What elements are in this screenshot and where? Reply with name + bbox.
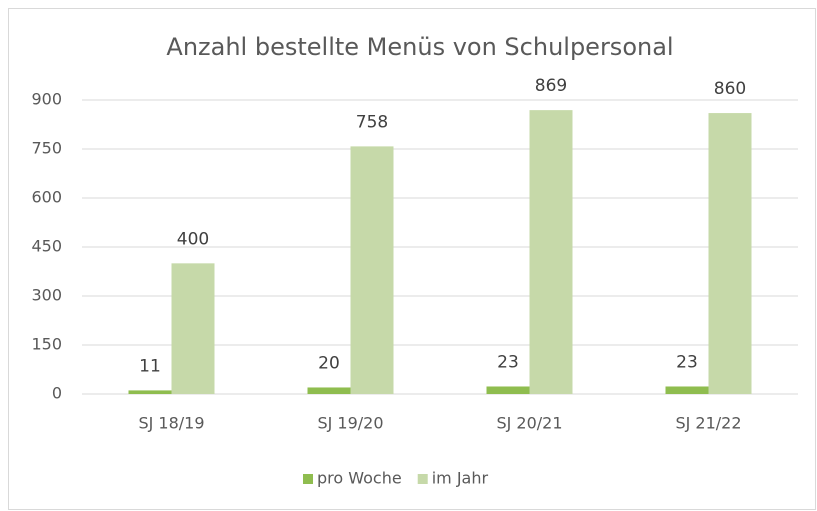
data-label: 23 (497, 352, 519, 372)
x-tick-label: SJ 20/21 (496, 414, 562, 433)
y-tick-label: 150 (31, 335, 62, 354)
data-label: 860 (714, 79, 746, 99)
x-tick-label: SJ 19/20 (317, 414, 383, 433)
bar (171, 263, 215, 394)
data-label: 11 (139, 356, 161, 376)
y-tick-label: 750 (31, 139, 62, 158)
bar (307, 387, 351, 394)
legend-label: im Jahr (432, 469, 489, 488)
data-label: 869 (535, 76, 567, 96)
legend-label: pro Woche (317, 469, 402, 488)
x-tick-label: SJ 18/19 (138, 414, 204, 433)
data-label: 758 (356, 112, 388, 132)
data-label: 23 (676, 352, 698, 372)
bar (529, 110, 573, 395)
legend-swatch (417, 474, 428, 484)
data-label: 400 (177, 229, 209, 249)
bar (708, 113, 752, 395)
y-tick-label: 0 (52, 384, 62, 403)
y-tick-label: 300 (31, 286, 62, 305)
bar (486, 386, 530, 394)
bar (350, 146, 394, 394)
y-tick-label: 600 (31, 188, 62, 207)
chart-frame (8, 8, 816, 510)
chart-title: Anzahl bestellte Menüs von Schulpersonal (166, 33, 673, 61)
data-label: 20 (318, 353, 340, 373)
legend-swatch (303, 474, 313, 484)
bar (665, 386, 709, 394)
x-tick-label: SJ 21/22 (675, 414, 741, 433)
bar (128, 390, 172, 394)
y-tick-label: 450 (31, 237, 62, 256)
y-tick-label: 900 (31, 90, 62, 109)
